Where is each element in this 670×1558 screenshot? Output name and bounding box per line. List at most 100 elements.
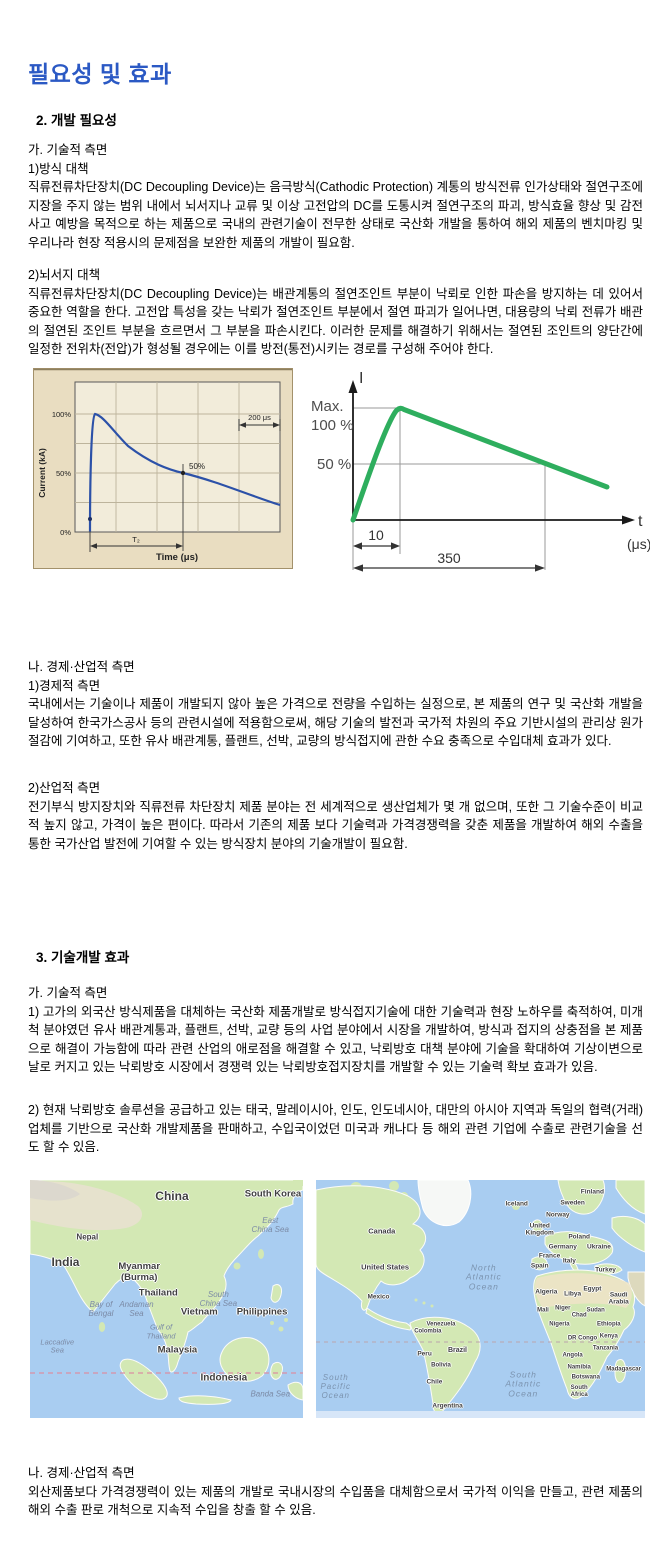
map-label-country: United Kingdom xyxy=(525,1222,554,1237)
map-world-atlantic: Canada Iceland Finland Sweden Norway United K… xyxy=(316,1180,645,1418)
scale-bar-label: 200 μs xyxy=(248,413,271,422)
paragraph: 2) 현재 낙뢰방호 솔루션을 공급하고 있는 태국, 말레이시아, 인도, 인… xyxy=(28,1103,643,1154)
paragraph: 직류전류차단장치(DC Decoupling Device)는 음극방식(Cat… xyxy=(28,180,643,250)
section-3-heading: 3. 기술개발 효과 xyxy=(36,950,130,965)
map-label-country: Tanzania xyxy=(592,1345,619,1352)
section-2-heading: 2. 개발 필요성 xyxy=(36,113,117,128)
subsection-heading: 가. 기술적 측면 xyxy=(28,986,108,1000)
map-label-country: Angola xyxy=(562,1352,583,1359)
map-label-country: Egypt xyxy=(583,1285,602,1293)
map-label-country: Algeria xyxy=(535,1288,558,1296)
paragraph: 직류전류차단장치(DC Decoupling Device)는 배관계통의 절연… xyxy=(28,286,643,357)
y-axis-label: Current (kA) xyxy=(37,448,47,498)
section-2a-block: 가. 기술적 측면 1)방식 대책 직류전류차단장치(DC Decoupling… xyxy=(28,141,643,252)
subsection-heading: 나. 경제·산업적 측면 xyxy=(28,660,135,674)
reference-lines xyxy=(352,407,546,570)
map-label-country: France xyxy=(538,1252,561,1260)
impulse-curve xyxy=(350,405,610,523)
map-label-country: Colombia xyxy=(414,1328,442,1335)
subsection-heading: 나. 경제·산업적 측면 xyxy=(28,1466,135,1480)
section-3b-block: 나. 경제·산업적 측면 외산제품보다 가격경쟁력이 있는 제품의 개발로 국내… xyxy=(28,1464,643,1520)
section-3a-block-2: 2) 현재 낙뢰방호 솔루션을 공급하고 있는 태국, 말레이시아, 인도, 인… xyxy=(28,1101,643,1157)
map-land-shapes xyxy=(30,1180,303,1418)
item-title: 2)산업적 측면 xyxy=(28,781,101,795)
map-label-country: Nigeria xyxy=(549,1321,570,1328)
map-label-sea: Gulf of Thailand xyxy=(146,1322,176,1341)
map-label-sea: South Atlantic Ocean xyxy=(505,1369,542,1399)
p50-label: 50 % xyxy=(317,456,351,473)
item-title: 1)방식 대책 xyxy=(28,161,89,176)
half-value-marker xyxy=(180,470,186,476)
figure-impulse-current-decay-chart: 50% 200 μs 100% 50% 0% Current (kA) Time… xyxy=(33,368,293,569)
y-tick-0: 0% xyxy=(60,528,71,537)
map-label-country: Turkey xyxy=(595,1266,616,1274)
map-label-sea: North Atlantic Ocean xyxy=(465,1261,502,1292)
map-label-country: Indonesia xyxy=(200,1371,248,1383)
section-3a-block: 가. 기술적 측면 1) 고가의 외국산 방식제품을 대체하는 국산화 제품개발… xyxy=(28,984,643,1077)
map-label-country: DR Congo xyxy=(567,1336,598,1343)
map-label-country: Chad xyxy=(571,1312,587,1319)
map-label-sea: Banda Sea xyxy=(250,1389,291,1399)
paragraph: 외산제품보다 가격경쟁력이 있는 제품의 개발로 국내시장의 수입품을 대체함으… xyxy=(28,1484,643,1518)
map-label-country: Bolivia xyxy=(431,1362,451,1369)
map-label-country: Peru xyxy=(417,1350,432,1357)
item-title: 1)경제적 측면 xyxy=(28,678,101,693)
map-label-country: Saudi Arabia xyxy=(608,1291,629,1306)
map-label-country: Brazil xyxy=(447,1347,467,1355)
map-label-country: Finland xyxy=(580,1188,604,1196)
figure-lightning-impulse-waveform: 10 350 I Max. 100 % 50 % t (μs) xyxy=(311,370,650,572)
map-label-country: Venezuela xyxy=(426,1321,456,1328)
map-label-country: Sweden xyxy=(560,1198,585,1206)
front-time-label: 10 xyxy=(368,527,384,543)
map-label-country: Libya xyxy=(564,1290,582,1298)
map-label-country: Argentina xyxy=(432,1402,463,1410)
map-label-sea: East China Sea xyxy=(251,1216,289,1235)
x-axis-arrow xyxy=(622,515,635,525)
paragraph: 전기부식 방지장치와 직류전류 차단장치 제품 분야는 전 세계적으로 생산업체… xyxy=(28,799,643,851)
map-label-country: Niger xyxy=(555,1305,571,1312)
page-title: 필요성 및 효과 xyxy=(28,61,172,87)
map-label-country: Canada xyxy=(368,1227,396,1237)
map-label-sea: Andaman Sea xyxy=(119,1299,154,1318)
subsection-heading: 가. 기술적 측면 xyxy=(28,143,108,157)
y-tick-100: 100% xyxy=(52,410,72,419)
section-2a-block-2: 2)뇌서지 대책 직류전류차단장치(DC Decoupling Device)는… xyxy=(28,266,643,359)
map-label-country: South Korea xyxy=(244,1189,302,1201)
map-label-country: Nepal xyxy=(76,1232,99,1242)
map-label-country: Malaysia xyxy=(157,1344,198,1356)
map-label-country: Madagascar xyxy=(606,1366,641,1373)
map-label-country: Iceland xyxy=(505,1200,528,1208)
half-value-label: 50% xyxy=(189,462,205,471)
i-axis-label: I xyxy=(359,370,363,387)
map-label-sea: Bay of Bengal xyxy=(88,1299,114,1318)
map-label-country: Namibia xyxy=(567,1364,591,1371)
y-tick-50: 50% xyxy=(56,469,71,478)
map-label-country: Kenya xyxy=(599,1333,618,1340)
curve-start-marker xyxy=(88,517,92,521)
map-label-country: Ukraine xyxy=(587,1242,611,1250)
item-title: 2)뇌서지 대책 xyxy=(28,268,101,282)
map-label-country: Sudan xyxy=(586,1307,605,1314)
map-label-country: Mali xyxy=(537,1307,549,1314)
map-label-country: Poland xyxy=(568,1233,591,1241)
map-label-country: Italy xyxy=(562,1257,576,1265)
map-label-country: Philippines xyxy=(236,1306,288,1318)
map-label-country: Chile xyxy=(426,1378,443,1386)
map-land-shapes xyxy=(316,1180,645,1418)
map-label-country: United States xyxy=(361,1262,410,1272)
map-label-country: China xyxy=(155,1188,189,1203)
paragraph: 국내에서는 기술이나 제품이 개발되지 않아 높은 가격으로 전량을 수입하는 … xyxy=(28,697,643,748)
max-label: Max. xyxy=(311,398,344,415)
grid-lines xyxy=(75,382,280,532)
x-axis-label: Time (μs) xyxy=(156,552,198,563)
section-2b-block: 나. 경제·산업적 측면 1)경제적 측면 국내에서는 기술이나 제품이 개발되… xyxy=(28,658,643,751)
p100-label: 100 % xyxy=(311,417,354,434)
map-label-country: Germany xyxy=(548,1242,577,1250)
map-label-country: Vietnam xyxy=(180,1306,218,1318)
map-label-sea: South China Sea xyxy=(199,1289,238,1308)
paragraph: 1) 고가의 외국산 방식제품을 대체하는 국산화 제품개발로 방식접지기술에 … xyxy=(28,1004,643,1075)
current-curve xyxy=(88,412,281,532)
map-label-country: Myanmar (Burma) xyxy=(118,1260,161,1283)
map-label-country: Thailand xyxy=(138,1287,178,1299)
